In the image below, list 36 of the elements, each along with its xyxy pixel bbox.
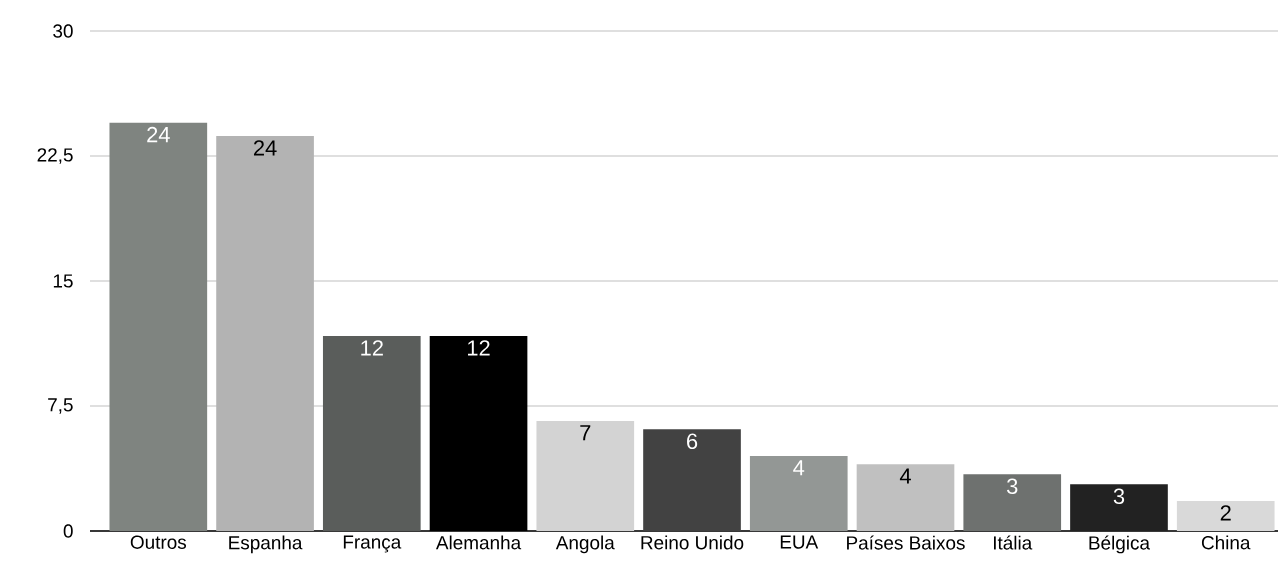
x-tick-label: Reino Unido xyxy=(641,535,744,550)
y-tick-label: 30 xyxy=(53,24,73,38)
data-label: 12 xyxy=(361,340,383,356)
x-tick-label: Alemanha xyxy=(435,535,522,550)
bar xyxy=(1070,484,1168,531)
data-label: 4 xyxy=(899,468,911,484)
x-tick-label: Países Baixos xyxy=(847,535,965,550)
x-tick-label: Itália xyxy=(994,535,1033,550)
data-label: 3 xyxy=(1113,488,1125,505)
data-label: 6 xyxy=(687,433,698,450)
y-tick-label: 22,5 xyxy=(37,148,73,164)
data-label: 24 xyxy=(147,126,170,143)
data-label: 3 xyxy=(1006,478,1018,495)
data-label: 12 xyxy=(468,340,490,356)
x-tick-label: Outros xyxy=(130,535,187,549)
bar xyxy=(856,464,955,531)
y-tick-label: 7,5 xyxy=(48,398,73,414)
x-tick-label: Espanha xyxy=(229,535,303,554)
data-label: 7 xyxy=(580,425,591,441)
bar xyxy=(643,429,741,531)
bar xyxy=(109,122,208,531)
y-tick-label: 0 xyxy=(63,524,73,538)
data-label: 4 xyxy=(793,460,805,476)
bar xyxy=(749,456,848,531)
x-tick-label: EUA xyxy=(780,535,819,549)
bar xyxy=(536,421,635,531)
x-tick-label: Angola xyxy=(555,535,615,554)
bar xyxy=(1176,501,1275,531)
bar xyxy=(322,336,421,531)
x-tick-label: China xyxy=(1201,535,1251,550)
x-tick-label: França xyxy=(343,535,402,553)
bar xyxy=(963,474,1062,531)
y-tick-label: 15 xyxy=(53,274,73,288)
data-label: 2 xyxy=(1220,505,1231,521)
data-label: 24 xyxy=(253,140,277,156)
x-tick-label: Bélgica xyxy=(1089,535,1151,554)
